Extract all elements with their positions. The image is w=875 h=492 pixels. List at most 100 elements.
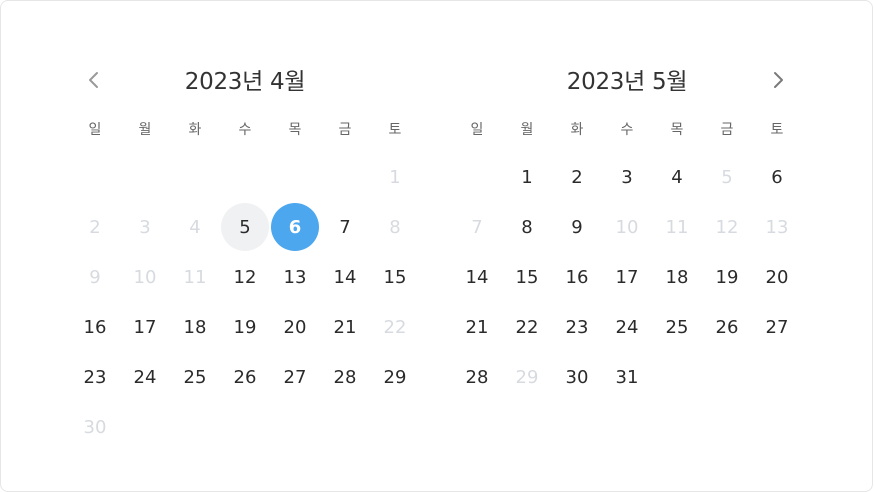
day-button[interactable]: 6 xyxy=(771,166,783,188)
day-cell: 3 xyxy=(602,152,652,202)
day-button[interactable]: 16 xyxy=(565,266,589,288)
day-button[interactable]: 29 xyxy=(383,366,407,388)
day-cell: 18 xyxy=(170,302,220,352)
day-button[interactable]: 20 xyxy=(765,266,789,288)
day-cell: 18 xyxy=(652,252,702,302)
day-button[interactable]: 21 xyxy=(333,316,357,338)
prev-month-button[interactable] xyxy=(82,68,106,92)
day-cell: 29 xyxy=(502,352,552,402)
day-button[interactable]: 15 xyxy=(383,266,407,288)
day-button[interactable]: 25 xyxy=(665,316,689,338)
day-cell: 17 xyxy=(602,252,652,302)
day-button[interactable]: 4 xyxy=(671,166,683,188)
day-cell: 12 xyxy=(702,202,752,252)
day-cell: 1 xyxy=(370,152,420,202)
day-button[interactable]: 27 xyxy=(765,316,789,338)
day-cell: 4 xyxy=(170,202,220,252)
weekday-label: 목 xyxy=(288,122,302,138)
day-button: 9 xyxy=(89,266,101,288)
day-button[interactable]: 21 xyxy=(465,316,489,338)
day-cell: 16 xyxy=(70,302,120,352)
day-cell: 12 xyxy=(220,252,270,302)
day-button: 29 xyxy=(515,366,539,388)
day-button[interactable]: 23 xyxy=(565,316,589,338)
day-cell: 28 xyxy=(320,352,370,402)
day-button[interactable]: 5 xyxy=(221,203,269,251)
day-button[interactable]: 14 xyxy=(333,266,357,288)
day-cell: 9 xyxy=(552,202,602,252)
day-button[interactable]: 31 xyxy=(615,366,639,388)
day-cell: 4 xyxy=(652,152,702,202)
day-button[interactable]: 17 xyxy=(133,316,157,338)
day-cell: 21 xyxy=(452,302,502,352)
day-cell: 23 xyxy=(70,352,120,402)
day-button[interactable]: 26 xyxy=(715,316,739,338)
day-cell: 13 xyxy=(270,252,320,302)
day-button[interactable]: 18 xyxy=(183,316,207,338)
day-grid: 1 2 3 4 5 6 7 8 9 10 11 12 13 14 15 16 17 18 19 20 21 22 23 24 2… xyxy=(70,152,420,452)
next-month-button[interactable] xyxy=(766,68,790,92)
day-cell: 7 xyxy=(320,202,370,252)
day-button[interactable]: 1 xyxy=(521,166,533,188)
day-button[interactable]: 3 xyxy=(621,166,633,188)
day-button[interactable]: 12 xyxy=(233,266,257,288)
day-button[interactable]: 23 xyxy=(83,366,107,388)
day-button[interactable]: 15 xyxy=(515,266,539,288)
day-button[interactable]: 9 xyxy=(571,216,583,238)
weekday-label: 일 xyxy=(470,122,484,138)
day-cell: 21 xyxy=(320,302,370,352)
day-button[interactable]: 16 xyxy=(83,316,107,338)
day-button[interactable]: 7 xyxy=(339,216,351,238)
chevron-right-icon xyxy=(774,72,783,88)
weekday-label: 화 xyxy=(570,122,584,138)
day-cell: 16 xyxy=(552,252,602,302)
day-cell: 25 xyxy=(652,302,702,352)
day-cell: 15 xyxy=(370,252,420,302)
day-button[interactable]: 22 xyxy=(515,316,539,338)
day-button[interactable]: 17 xyxy=(615,266,639,288)
weekday-label: 토 xyxy=(770,122,784,138)
weekday-label: 월 xyxy=(138,122,152,138)
day-cell: 22 xyxy=(502,302,552,352)
day-cell: 19 xyxy=(220,302,270,352)
day-button[interactable]: 25 xyxy=(183,366,207,388)
day-button[interactable]: 14 xyxy=(465,266,489,288)
day-cell: 14 xyxy=(320,252,370,302)
day-cell: 27 xyxy=(270,352,320,402)
day-button[interactable]: 19 xyxy=(715,266,739,288)
day-button[interactable]: 26 xyxy=(233,366,257,388)
day-button[interactable]: 24 xyxy=(615,316,639,338)
day-cell: 25 xyxy=(170,352,220,402)
day-button: 13 xyxy=(765,216,789,238)
day-button: 11 xyxy=(183,266,207,288)
day-cell: 2 xyxy=(70,202,120,252)
day-button[interactable]: 13 xyxy=(283,266,307,288)
day-button[interactable]: 20 xyxy=(283,316,307,338)
day-cell: 8 xyxy=(370,202,420,252)
day-button[interactable]: 2 xyxy=(571,166,583,188)
day-cell: 24 xyxy=(120,352,170,402)
day-button[interactable]: 30 xyxy=(565,366,589,388)
selected-day[interactable]: 6 xyxy=(271,203,319,251)
day-button[interactable]: 27 xyxy=(283,366,307,388)
day-cell: 10 xyxy=(120,252,170,302)
day-cell: 17 xyxy=(120,302,170,352)
day-button[interactable]: 24 xyxy=(133,366,157,388)
day-button: 4 xyxy=(189,216,201,238)
day-button[interactable]: 28 xyxy=(333,366,357,388)
day-cell: 9 xyxy=(70,252,120,302)
chevron-left-icon xyxy=(89,72,98,88)
day-button[interactable]: 18 xyxy=(665,266,689,288)
day-button[interactable]: 8 xyxy=(521,216,533,238)
day-cell: 29 xyxy=(370,352,420,402)
day-button: 11 xyxy=(665,216,689,238)
day-cell: 26 xyxy=(220,352,270,402)
day-cell: 6 xyxy=(752,152,802,202)
day-button[interactable]: 19 xyxy=(233,316,257,338)
day-button: 5 xyxy=(721,166,733,188)
day-button[interactable]: 28 xyxy=(465,366,489,388)
